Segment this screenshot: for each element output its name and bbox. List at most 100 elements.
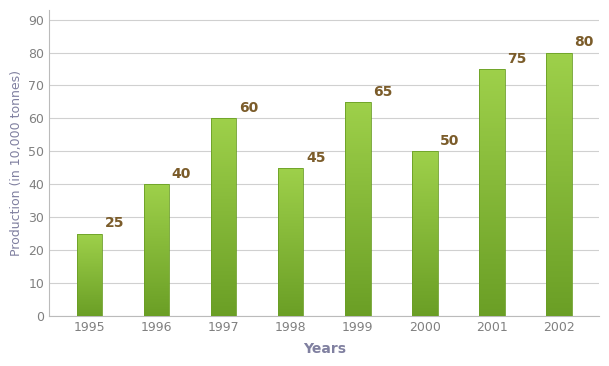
Bar [412,217,438,219]
Bar [144,228,169,229]
Bar [479,272,505,274]
Bar [479,225,505,227]
Bar [546,255,572,258]
Bar [144,213,169,214]
Bar [144,295,169,296]
Bar [479,262,505,264]
Bar [412,202,438,204]
Bar [77,234,102,235]
Bar [77,299,102,300]
Bar [278,311,303,313]
Bar [479,198,505,200]
Bar [211,288,236,290]
Bar [546,258,572,261]
Bar [144,312,169,313]
Bar [278,209,303,211]
Bar [345,275,370,277]
Bar [278,190,303,191]
Bar [345,254,370,256]
Bar [546,261,572,264]
Bar [278,168,303,169]
Bar [546,266,572,269]
Bar [77,235,102,236]
Bar [546,211,572,213]
Bar [278,236,303,238]
Bar [345,269,370,271]
Bar [546,153,572,155]
Bar [412,255,438,257]
Bar [211,229,236,231]
Bar [211,166,236,168]
Bar [345,153,370,156]
Bar [211,119,236,316]
Bar [77,234,102,316]
Bar [278,180,303,181]
Bar [412,313,438,314]
Bar [479,131,505,133]
Bar [546,224,572,227]
Bar [278,191,303,193]
Bar [211,270,236,273]
Bar [345,305,370,307]
Bar [345,151,370,153]
Bar [278,290,303,291]
Bar [144,262,169,264]
Bar [278,272,303,273]
Bar [345,273,370,275]
Bar [479,188,505,190]
Bar [546,229,572,232]
Bar [412,189,438,191]
Bar [144,250,169,251]
Bar [479,244,505,247]
Bar [278,307,303,309]
Bar [211,144,236,146]
Bar [345,284,370,286]
Bar [211,257,236,259]
Bar [211,298,236,300]
Bar [211,304,236,306]
Bar [144,277,169,278]
Bar [278,255,303,257]
Bar [345,282,370,284]
Bar [278,217,303,218]
Bar [77,276,102,277]
Bar [345,164,370,166]
Bar [211,194,236,195]
Bar [412,247,438,249]
Bar [479,274,505,277]
Bar [479,81,505,84]
Bar [546,192,572,195]
Bar [77,239,102,240]
Bar [412,229,438,231]
Bar [211,152,236,154]
Bar [345,119,370,121]
Bar [77,303,102,304]
Bar [479,104,505,106]
Bar [345,108,370,111]
Bar [546,295,572,298]
Bar [412,300,438,301]
Bar [479,116,505,119]
Bar [77,247,102,248]
Bar [479,247,505,249]
Bar [211,158,236,160]
Bar [412,188,438,189]
Bar [211,261,236,263]
Bar [144,224,169,225]
Bar [278,277,303,279]
Bar [345,171,370,173]
Bar [77,261,102,262]
Bar [77,237,102,238]
Bar [211,164,236,166]
Bar [144,225,169,227]
Bar [211,306,236,308]
Bar [345,209,370,211]
Bar [278,309,303,310]
Bar [278,240,303,242]
Bar [278,169,303,171]
Bar [144,254,169,255]
Bar [412,288,438,290]
Bar [144,216,169,217]
Bar [412,204,438,206]
Bar [77,249,102,250]
